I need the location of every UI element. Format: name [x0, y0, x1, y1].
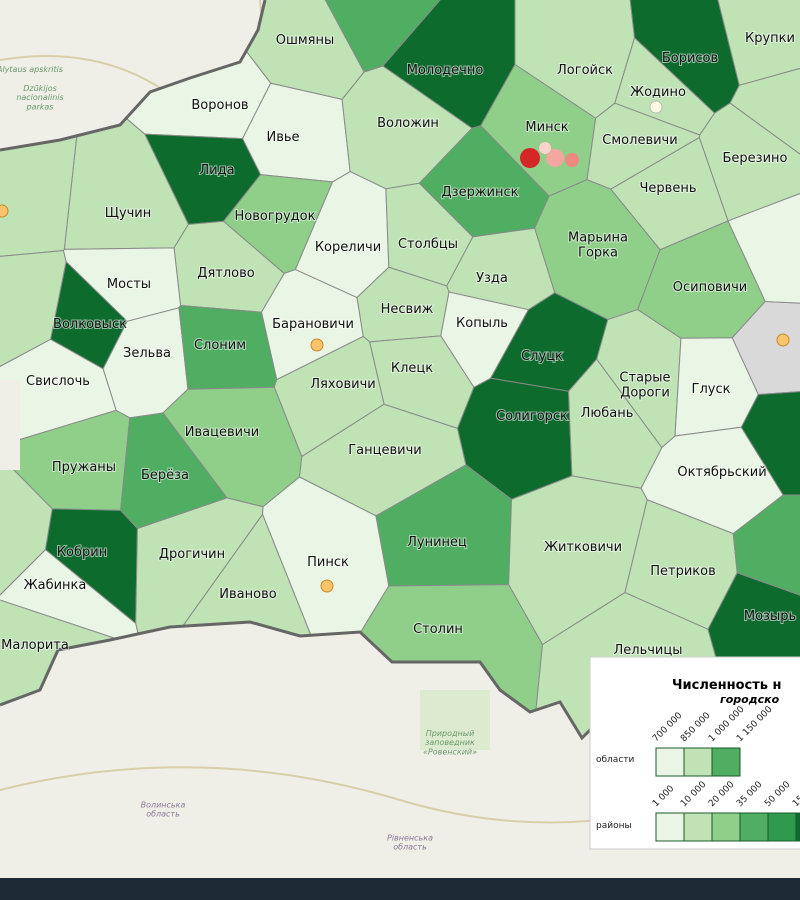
- district-label: Новогрудок: [235, 209, 316, 224]
- city-area: [520, 148, 540, 168]
- district-label: Октябрьский: [677, 465, 766, 480]
- district-area: [729, 65, 800, 163]
- district-label: Лида: [199, 163, 234, 178]
- district-label: Старые Дороги: [619, 370, 670, 400]
- district-label: Ошмяны: [276, 33, 335, 48]
- legend-swatch: [655, 747, 685, 777]
- district-label: Червень: [640, 181, 697, 196]
- legend-row-label: области: [596, 755, 635, 765]
- district-label: Иваново: [219, 587, 276, 602]
- district-area: [319, 0, 450, 73]
- district-label: Лельчицы: [614, 643, 683, 658]
- district-label: Ивацевичи: [185, 425, 259, 440]
- district-label: Борисов: [662, 51, 718, 66]
- district-label: Несвиж: [381, 302, 434, 317]
- district-label: Логойск: [557, 63, 613, 78]
- district-label: Столин: [413, 622, 463, 637]
- district-label: Осиповичи: [673, 280, 748, 295]
- city-marker: [0, 204, 9, 218]
- district-label: Дрогичин: [159, 547, 225, 562]
- district-area: [740, 390, 800, 496]
- district-label: Слуцк: [521, 349, 563, 364]
- legend-swatch: [683, 747, 713, 777]
- background-label: Dzūkijos nacionalinis parkas: [16, 84, 63, 111]
- district-label: Дятлово: [197, 266, 254, 281]
- background-label: Волинська область: [141, 800, 186, 818]
- background-label: Alytaus apskritis: [0, 65, 63, 74]
- labels: Ошмяны Молодечно Логойск Борисов Крупки Жодин…: [0, 30, 797, 852]
- legend-swatch: [683, 812, 713, 842]
- district-label: Молодечно: [407, 63, 484, 78]
- city-area: [565, 153, 579, 167]
- district-label: Слоним: [194, 338, 246, 353]
- city-marker: [320, 579, 334, 593]
- district-label: Ивье: [266, 130, 299, 145]
- district-label: Кобрин: [57, 545, 107, 560]
- district-label: Столбцы: [398, 237, 458, 252]
- district-area: [714, 0, 800, 86]
- district-area: [0, 446, 53, 601]
- city-marker: [649, 100, 663, 114]
- district-label: Барановичи: [272, 317, 354, 332]
- district-label: Копыль: [456, 316, 508, 331]
- district-label: Солигорск: [496, 409, 568, 424]
- district-area: [0, 250, 67, 373]
- district-label: Зельва: [123, 346, 171, 361]
- district-label: Березино: [723, 151, 788, 166]
- district-label: Лунинец: [407, 535, 467, 550]
- city-area: [539, 142, 551, 154]
- district-label: Мосты: [107, 277, 151, 292]
- district-label: Дзержинск: [442, 185, 519, 200]
- district-label: Глуск: [692, 382, 731, 397]
- legend-tick-label: 15: [791, 794, 800, 809]
- district-label: Берёза: [141, 468, 189, 483]
- district-label: Воронов: [191, 98, 248, 113]
- district-label: Кореличи: [315, 240, 381, 255]
- background-label: Рівненська область: [387, 833, 433, 851]
- reserve-area: [420, 690, 490, 750]
- district-label: Петриков: [650, 564, 716, 579]
- district-label: Минск: [525, 120, 568, 135]
- district-label: Воложин: [377, 116, 439, 131]
- district-label: Узда: [476, 271, 508, 286]
- city-marker: [776, 333, 790, 347]
- district-label: Крупки: [745, 31, 795, 46]
- city-area: [546, 149, 564, 167]
- background-label: Природный заповедник «Ровенский»: [423, 729, 477, 756]
- district-label: Любань: [581, 406, 634, 421]
- legend-swatch: [767, 812, 797, 842]
- districts: [0, 0, 800, 738]
- district-label: Малорита: [1, 638, 69, 653]
- district-label: Клецк: [391, 361, 433, 376]
- district-label: Пинск: [307, 555, 349, 570]
- district-label: Жабинка: [24, 578, 87, 593]
- district-area: [0, 338, 117, 449]
- legend-swatch: [795, 812, 800, 842]
- district-label: Житковичи: [544, 540, 622, 555]
- district-label: Ганцевичи: [348, 443, 421, 458]
- district-label: Жодино: [630, 85, 686, 100]
- district-area: [727, 189, 800, 305]
- district-label: Марьина Горка: [568, 230, 628, 260]
- district-label: Мозырь: [744, 609, 796, 624]
- legend-row-label: районы: [596, 821, 632, 831]
- district-label: Щучин: [105, 206, 152, 221]
- legend-swatch: [655, 812, 685, 842]
- city-marker: [310, 338, 324, 352]
- district-label: Пружаны: [52, 460, 116, 475]
- state-border: [0, 0, 602, 741]
- district-label: Свислочь: [26, 374, 90, 389]
- district-label: Смолевичи: [602, 133, 677, 148]
- legend-swatch: [711, 812, 741, 842]
- legend-swatch: [711, 747, 741, 777]
- legend-subtitle: городско: [720, 693, 780, 706]
- legend-title: Численность н: [672, 678, 782, 693]
- district-label: Ляховичи: [310, 377, 375, 392]
- footer-bar: [0, 878, 800, 900]
- legend-swatch: [739, 812, 769, 842]
- district-label: Волковыск: [53, 317, 127, 332]
- district-area: [732, 494, 800, 600]
